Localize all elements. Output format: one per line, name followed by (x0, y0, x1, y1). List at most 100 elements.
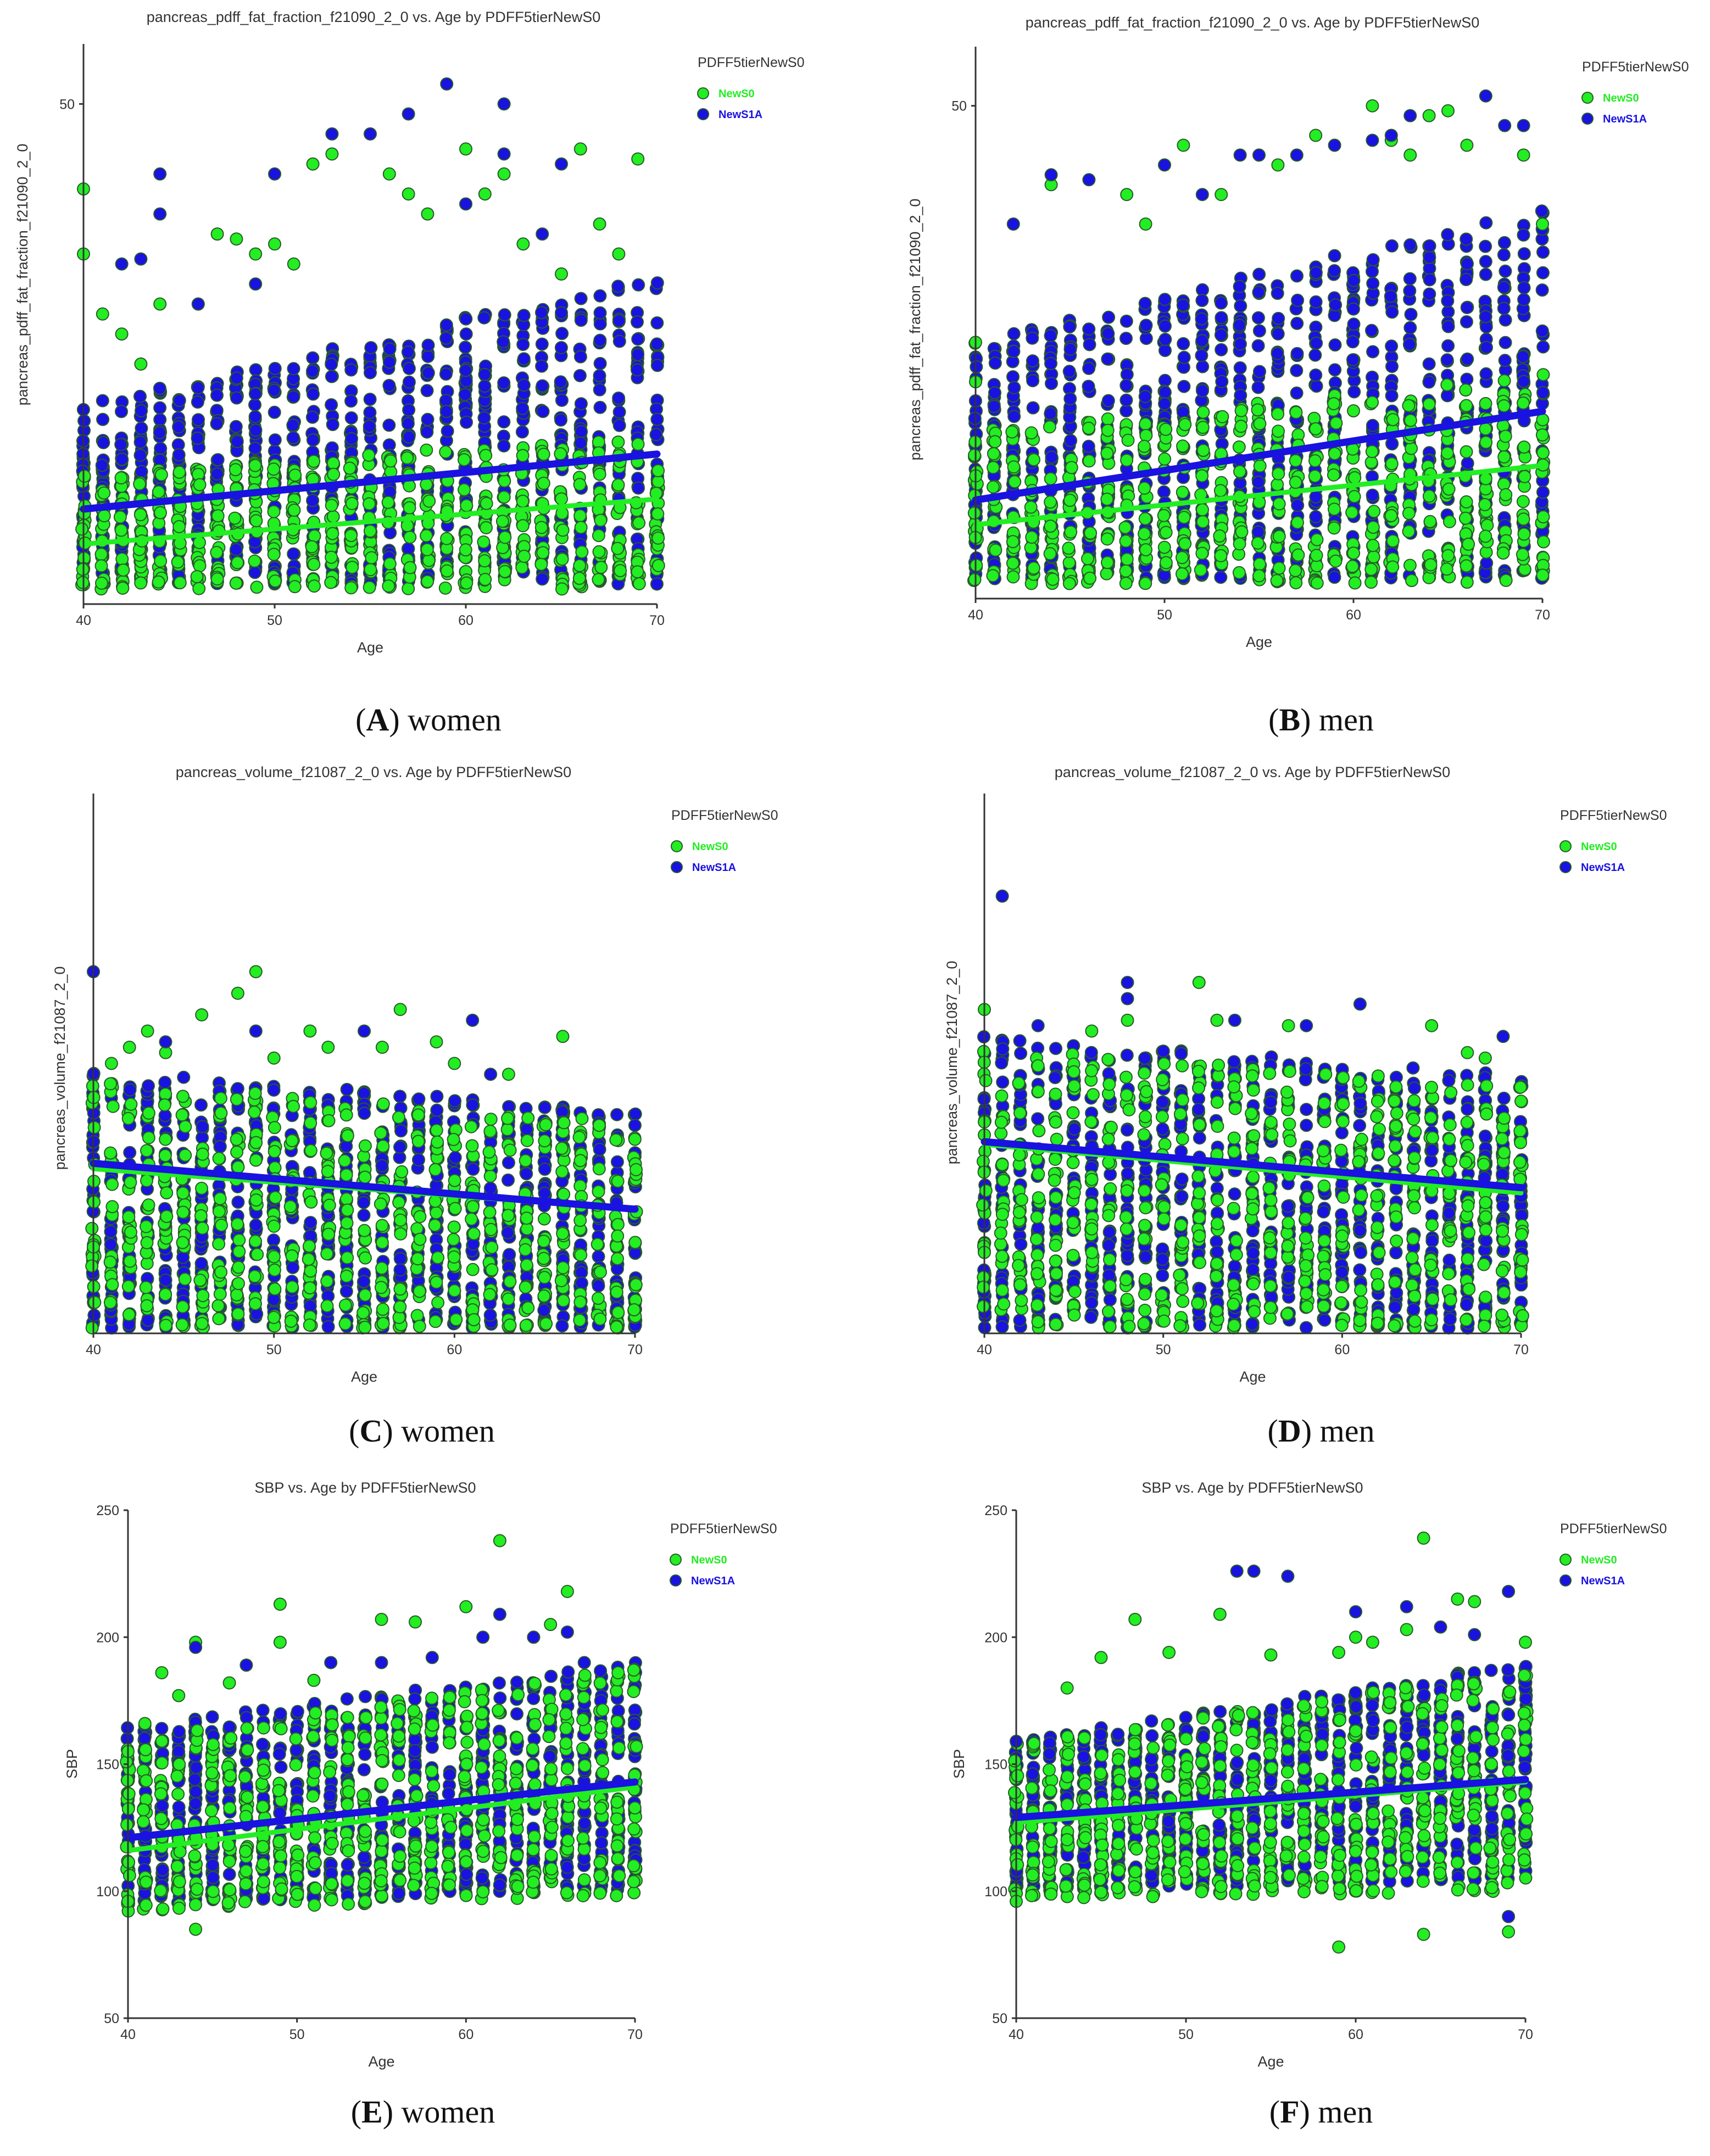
data-point (650, 359, 664, 372)
data-point (215, 1219, 229, 1232)
data-point (383, 557, 397, 571)
data-point-news1a (268, 167, 281, 181)
data-point (516, 401, 530, 415)
data-point (592, 573, 605, 587)
data-point (1216, 410, 1229, 423)
data-point (153, 426, 166, 439)
data-point-news0 (497, 167, 511, 181)
data-point (573, 1314, 587, 1327)
data-point (1158, 293, 1172, 306)
data-point (574, 397, 588, 411)
data-point (420, 443, 433, 457)
data-point (1176, 567, 1189, 580)
data-point (1234, 404, 1248, 417)
data-point (631, 363, 644, 377)
data-point (286, 1280, 299, 1294)
data-point (1026, 374, 1040, 388)
data-point (382, 379, 396, 392)
data-point (1138, 481, 1151, 495)
data-point (363, 524, 377, 538)
data-point (1309, 295, 1323, 309)
x-axis-label: Age (1246, 634, 1272, 650)
data-point (196, 1221, 209, 1235)
data-point (306, 494, 320, 507)
data-point (410, 1222, 424, 1236)
data-point (364, 341, 378, 355)
data-point-news0 (141, 1024, 154, 1038)
data-point (1121, 433, 1135, 447)
data-point (555, 306, 568, 320)
data-point (123, 1146, 137, 1159)
data-point (500, 1122, 514, 1136)
data-point (1536, 368, 1550, 382)
data-point (374, 1197, 387, 1211)
data-point (464, 1120, 478, 1133)
data-point (1271, 347, 1284, 360)
data-point (172, 465, 186, 479)
data-point-news0 (325, 147, 339, 161)
data-point (177, 1070, 191, 1084)
data-point (478, 368, 492, 381)
data-point (539, 1118, 553, 1131)
x-tick-label: 40 (76, 613, 91, 628)
data-point (1176, 298, 1190, 312)
data-point (173, 576, 187, 590)
data-point (1138, 390, 1152, 403)
data-point (538, 1163, 552, 1176)
data-point (402, 362, 416, 375)
data-point (592, 1279, 605, 1293)
data-point (631, 315, 644, 329)
data-point (1499, 429, 1512, 443)
data-point (1215, 343, 1228, 356)
data-point (1328, 249, 1341, 262)
data-point (121, 1111, 135, 1125)
data-point (1176, 439, 1190, 453)
data-point (483, 1308, 497, 1322)
data-point (142, 1131, 155, 1144)
data-point (1065, 461, 1078, 474)
data-point (230, 1132, 243, 1146)
data-point (1441, 305, 1455, 319)
data-point-news1a (650, 337, 664, 351)
data-point (465, 1213, 478, 1226)
data-point (610, 1155, 624, 1169)
data-point (439, 405, 453, 418)
data-point-news0 (1177, 138, 1190, 152)
data-point (1119, 314, 1133, 328)
data-point-news0 (1139, 217, 1152, 231)
data-point (430, 1124, 443, 1137)
data-point (232, 1233, 246, 1247)
data-point (97, 436, 110, 449)
data-point (431, 1135, 444, 1149)
data-point (467, 1313, 481, 1327)
data-point (230, 391, 243, 405)
data-point (1347, 273, 1361, 287)
data-point (1272, 311, 1285, 325)
data-point (392, 1196, 406, 1209)
data-point (1497, 450, 1511, 463)
data-point (305, 540, 319, 554)
data-point (384, 454, 397, 468)
data-point (1480, 340, 1493, 354)
data-point (1253, 365, 1266, 378)
data-point (1100, 446, 1114, 460)
data-point (1062, 541, 1076, 555)
data-point (1460, 445, 1473, 459)
data-point (537, 477, 550, 490)
data-point (519, 1243, 532, 1256)
data-point (1517, 396, 1530, 410)
data-point (1233, 537, 1246, 551)
data-point (249, 1193, 263, 1207)
data-point (401, 417, 415, 431)
data-point (1329, 554, 1343, 568)
legend-label-news0: NewS0 (718, 88, 755, 100)
data-point (1516, 548, 1529, 561)
data-point (248, 1297, 262, 1311)
data-point (1497, 374, 1511, 388)
data-point (1119, 534, 1133, 548)
data-point (306, 433, 320, 447)
data-point (410, 1309, 424, 1322)
data-point-news0 (573, 142, 587, 156)
data-point (154, 442, 168, 455)
data-point (1233, 465, 1246, 478)
